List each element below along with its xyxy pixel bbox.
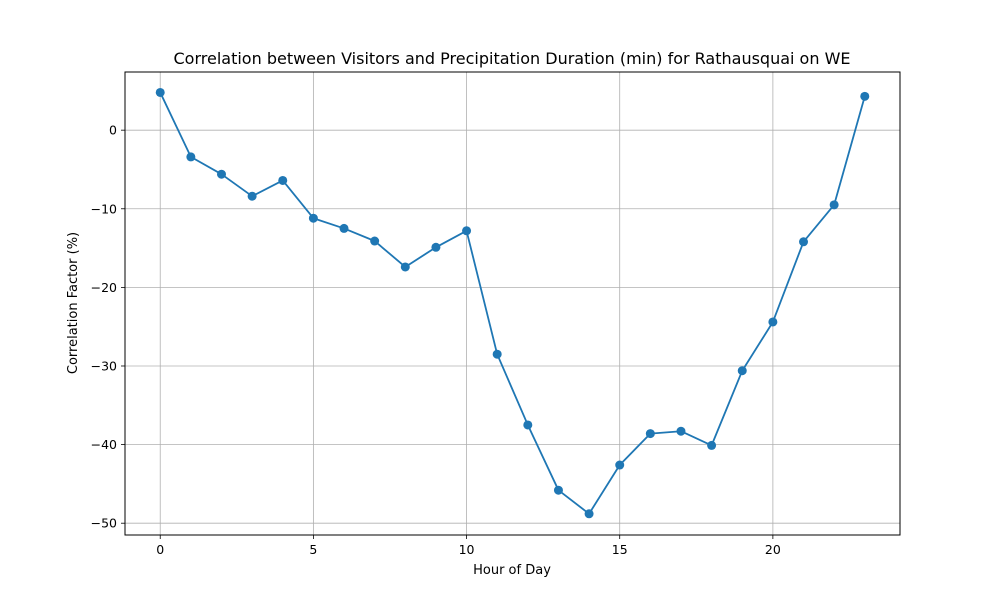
data-point [707,440,717,450]
data-point [308,213,318,223]
y-tick-label: −20 [91,280,117,295]
data-point [645,429,655,439]
data-point [155,87,165,97]
data-point [216,169,226,179]
data-point [799,237,809,247]
x-tick-label: 5 [309,542,317,557]
data-point [523,420,533,430]
y-axis-label: Correlation Factor (%) [66,232,81,374]
data-point [676,426,686,436]
y-tick-label: 0 [109,123,117,138]
tick-layer: 0 5 10 15 20 0 −10 −20 −30 −40 −50 [91,123,781,557]
series-line [159,92,866,515]
plot-frame [124,71,901,536]
data-point [247,191,257,201]
x-tick-label: 0 [156,542,164,557]
y-tick-label: −30 [91,358,117,373]
data-point [186,152,196,162]
chart-title: Correlation between Visitors and Precipi… [174,49,851,68]
data-point [860,91,870,101]
data-point [400,262,410,272]
grid-layer [125,72,900,535]
data-point [370,236,380,246]
data-point [278,175,288,185]
data-point [553,485,563,495]
y-tick-label: −50 [91,516,117,531]
data-point [339,223,349,233]
x-tick-label: 15 [612,542,628,557]
series-layer [155,87,870,519]
y-tick-label: −10 [91,201,117,216]
data-point [584,509,594,519]
data-point [462,226,472,236]
x-tick-label: 20 [765,542,781,557]
data-point [829,200,839,210]
data-point [737,366,747,376]
data-point [492,349,502,359]
data-point [615,460,625,470]
data-point [431,242,441,252]
x-axis-label: Hour of Day [473,563,551,578]
x-tick-label: 10 [459,542,475,557]
y-tick-label: −40 [91,437,117,452]
data-point [768,317,778,327]
